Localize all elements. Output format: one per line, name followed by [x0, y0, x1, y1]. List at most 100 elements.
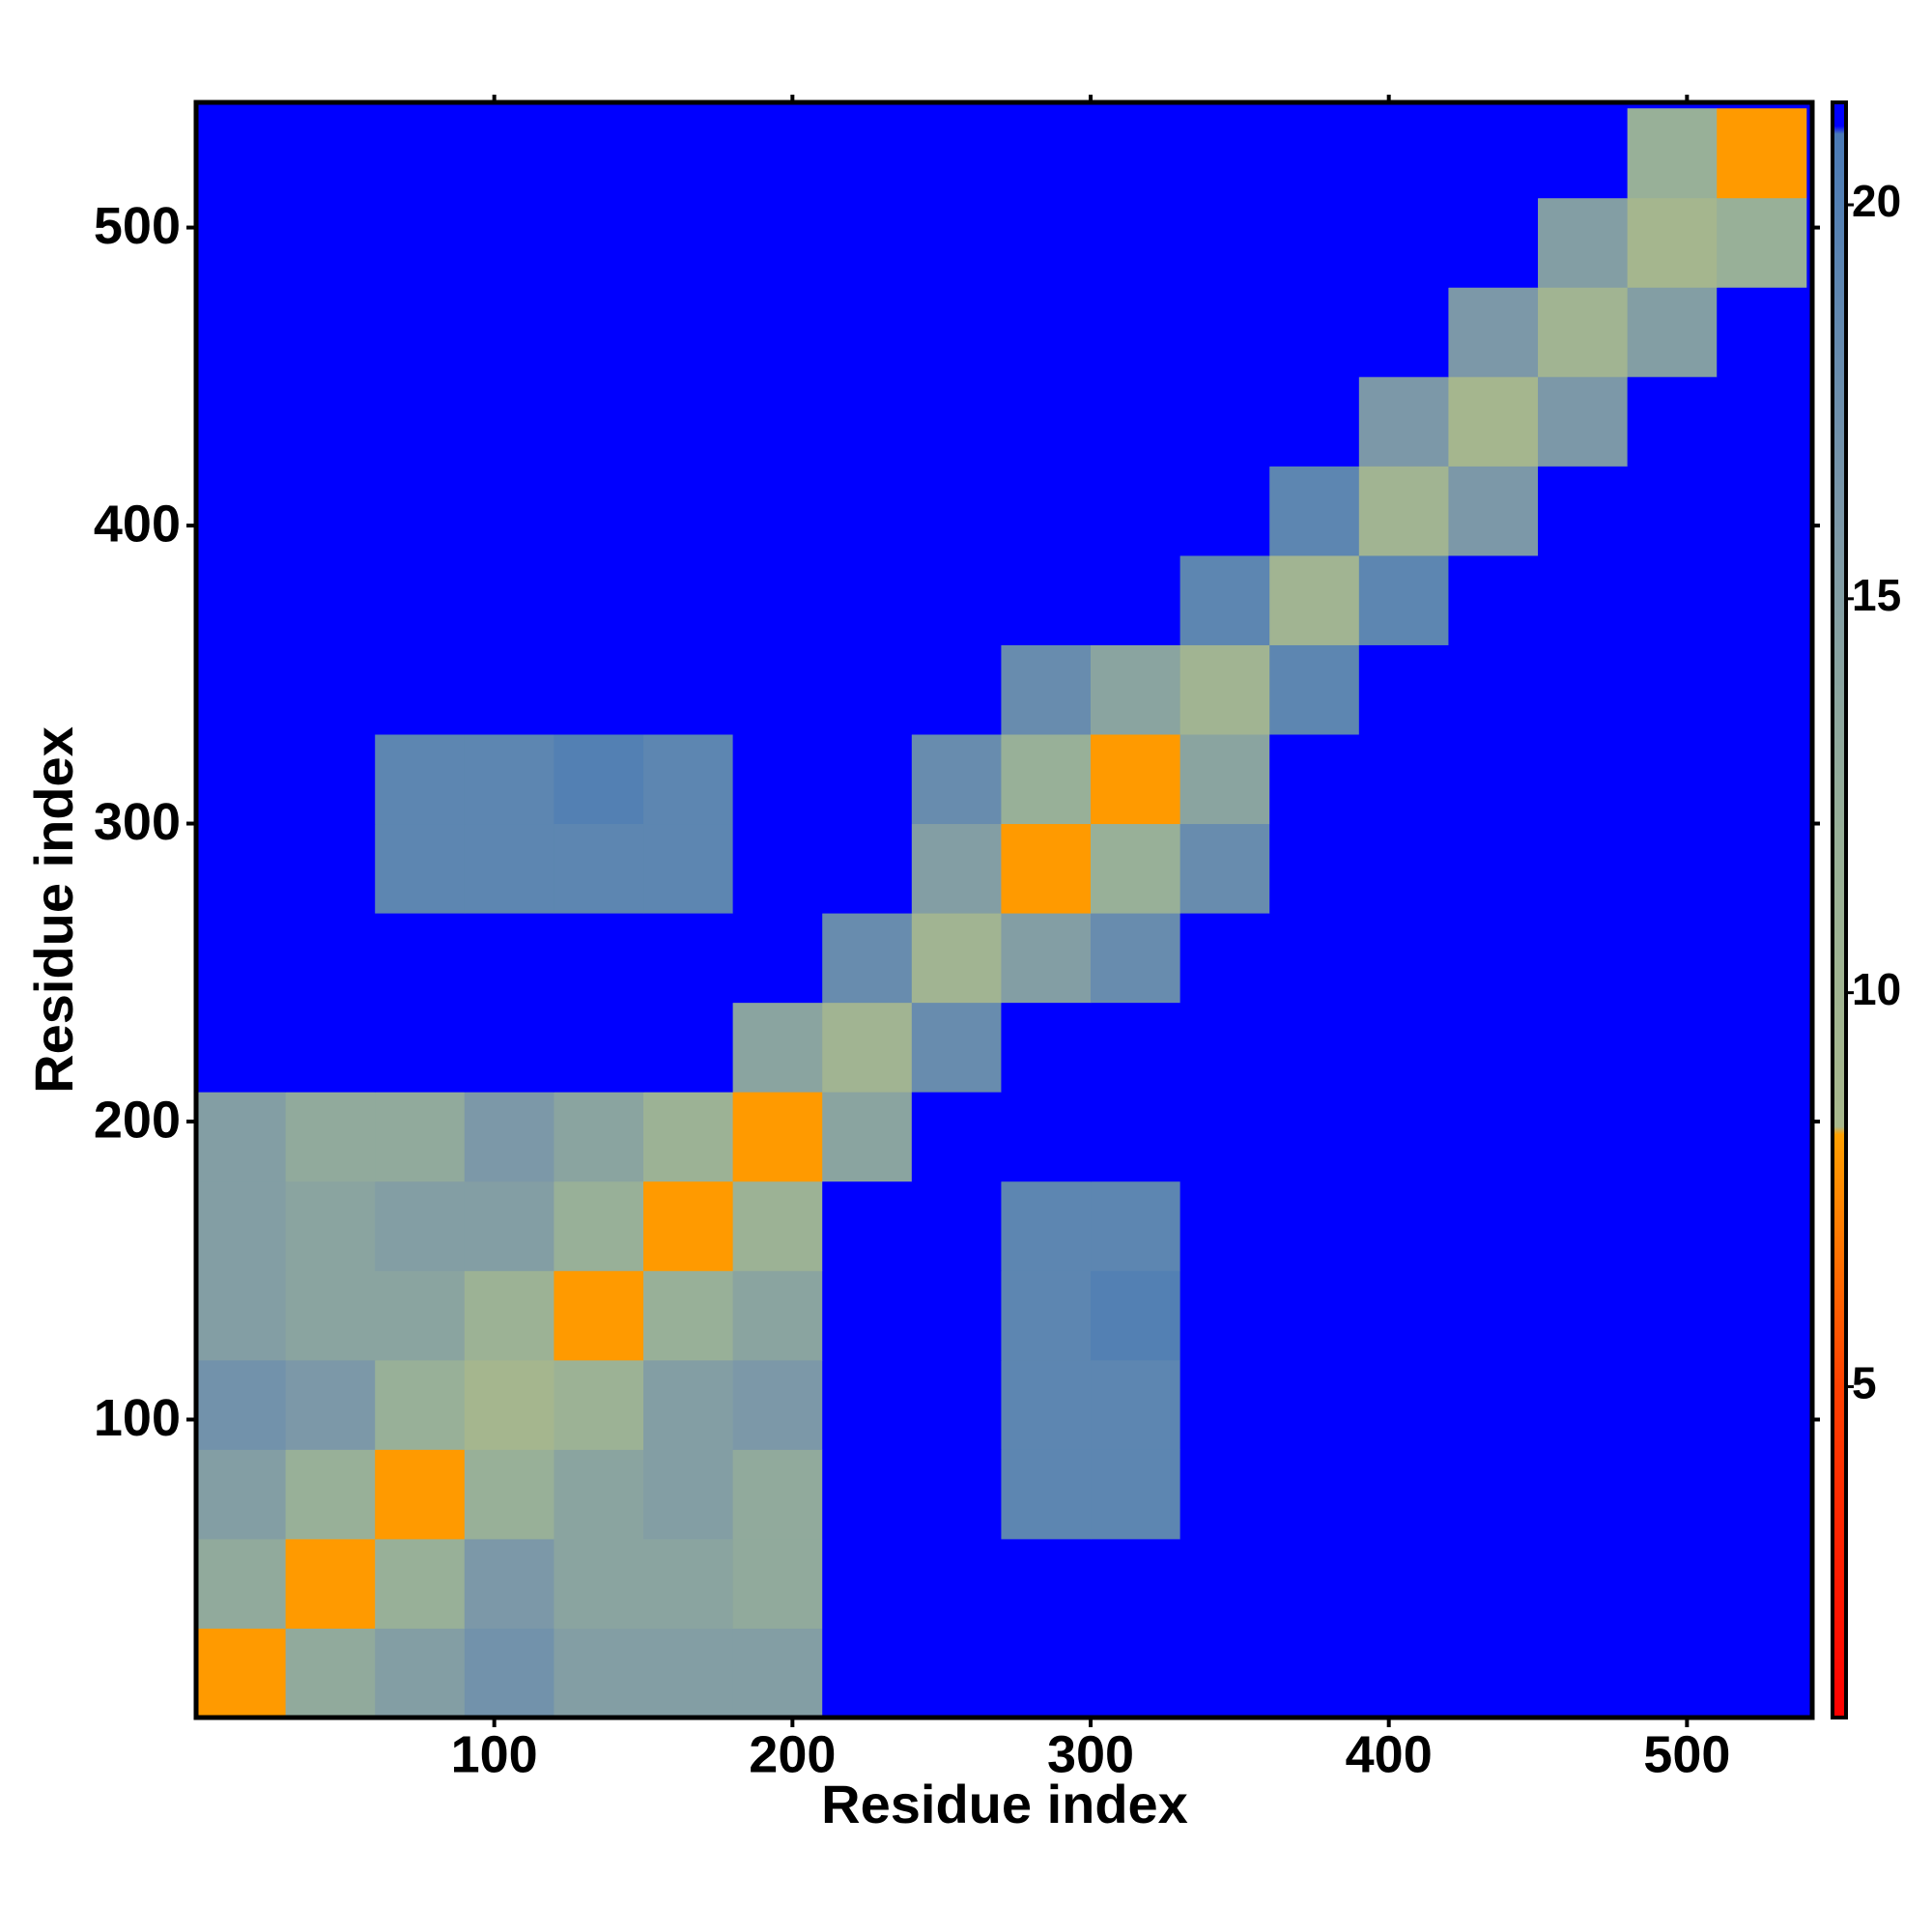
heatmap-cell [1358, 1180, 1449, 1271]
heatmap-cell [464, 823, 554, 914]
heatmap-cell [1179, 197, 1270, 288]
colorbar [1831, 100, 1848, 1719]
heatmap-cell [822, 1628, 913, 1719]
heatmap-cell [1627, 554, 1718, 645]
heatmap-cell [554, 1449, 644, 1540]
heatmap-cell [1358, 733, 1449, 825]
heatmap-cell [1091, 554, 1181, 645]
heatmap-cell [196, 108, 287, 199]
heatmap-cell [375, 644, 466, 735]
colorbar-tick-label: 20 [1852, 176, 1901, 226]
plot-frame [193, 99, 1815, 1720]
heatmap-cell [1448, 1628, 1539, 1719]
heatmap-cell [1717, 287, 1807, 378]
heatmap-cell [375, 1628, 466, 1719]
heatmap-cell [1179, 733, 1270, 825]
heatmap-cell [732, 1628, 823, 1719]
x-tick-label: 500 [1643, 1725, 1730, 1783]
heatmap-cell [1538, 1092, 1629, 1182]
heatmap-cell [1627, 376, 1718, 467]
heatmap-cell [1358, 1628, 1449, 1719]
heatmap-cell [196, 913, 287, 1004]
heatmap-cell [822, 1092, 913, 1182]
heatmap-cell [1717, 1449, 1807, 1540]
heatmap-cell [375, 1092, 466, 1182]
heatmap-cell [643, 644, 734, 735]
heatmap-cell [375, 466, 466, 556]
heatmap-cell [643, 733, 734, 825]
heatmap-cell [1091, 644, 1181, 735]
heatmap-cell [1269, 1449, 1360, 1540]
heatmap-cell [464, 287, 554, 378]
heatmap-cell [1717, 644, 1807, 735]
heatmap-cell [554, 554, 644, 645]
heatmap-cell [1179, 1180, 1270, 1271]
heatmap-cell [911, 733, 1002, 825]
heatmap-cell [1448, 1538, 1539, 1629]
heatmap-cell [822, 1180, 913, 1271]
heatmap-cell [643, 108, 734, 199]
heatmap-cell [1358, 376, 1449, 467]
heatmap-cell [822, 1270, 913, 1361]
x-axis-title: Residue index [821, 1774, 1188, 1834]
heatmap-cell [1358, 197, 1449, 288]
heatmap-cell [464, 1359, 554, 1450]
heatmap-cell [1538, 197, 1629, 288]
heatmap-cell [1717, 197, 1807, 288]
heatmap-cell [375, 823, 466, 914]
heatmap-cell [1448, 1270, 1539, 1361]
heatmap-cell [1179, 376, 1270, 467]
heatmap-cell [1627, 287, 1718, 378]
heatmap-cell [196, 1092, 287, 1182]
heatmap-cell [554, 1359, 644, 1450]
heatmap-cell [1627, 1449, 1718, 1540]
heatmap-cell [822, 733, 913, 825]
heatmap-cell [1627, 1538, 1718, 1629]
heatmap-cell [1538, 466, 1629, 556]
heatmap-cell [732, 1359, 823, 1450]
heatmap-cell [554, 1180, 644, 1271]
heatmap-cell [911, 644, 1002, 735]
heatmap-cell [1091, 1449, 1181, 1540]
heatmap-cell [1717, 1002, 1807, 1093]
heatmap-cell [375, 1538, 466, 1629]
heatmap-cell [1717, 1538, 1807, 1629]
heatmap-cell [732, 554, 823, 645]
heatmap-cell [1717, 1180, 1807, 1271]
heatmap-cell [1627, 733, 1718, 825]
heatmap-cell [1269, 287, 1360, 378]
heatmap-cell [1538, 1449, 1629, 1540]
heatmap-cell [464, 197, 554, 288]
colorbar-tick-label: 15 [1852, 570, 1901, 620]
heatmap-cell [1001, 554, 1092, 645]
heatmap-cell [1001, 823, 1092, 914]
colorbar-tick-label: 10 [1852, 964, 1901, 1014]
heatmap-cell [1538, 287, 1629, 378]
heatmap-cell [732, 1092, 823, 1182]
heatmap-cell [1627, 644, 1718, 735]
heatmap-cell [1001, 1449, 1092, 1540]
heatmap-cell [285, 376, 376, 467]
heatmap-cell [1627, 1270, 1718, 1361]
heatmap-cell [375, 554, 466, 645]
heatmap-cell [732, 287, 823, 378]
heatmap-cell [1538, 1538, 1629, 1629]
heatmap-cell [732, 1270, 823, 1361]
heatmap-cell [1001, 108, 1092, 199]
heatmap-cell [1269, 554, 1360, 645]
heatmap-cell [375, 1449, 466, 1540]
heatmap-cell [1179, 1359, 1270, 1450]
heatmap-cell [911, 1270, 1002, 1361]
heatmap-cell [464, 913, 554, 1004]
heatmap-cell [1448, 554, 1539, 645]
heatmap-cell [1717, 1092, 1807, 1182]
heatmap-cell [822, 1002, 913, 1093]
heatmap-cell [1179, 913, 1270, 1004]
heatmap-cell [1358, 1002, 1449, 1093]
heatmap-cell [1179, 466, 1270, 556]
heatmap-cell [732, 1538, 823, 1629]
heatmap-cell [1269, 1270, 1360, 1361]
heatmap-cell [1001, 1628, 1092, 1719]
heatmap-cell [1358, 644, 1449, 735]
heatmap-cell [643, 466, 734, 556]
